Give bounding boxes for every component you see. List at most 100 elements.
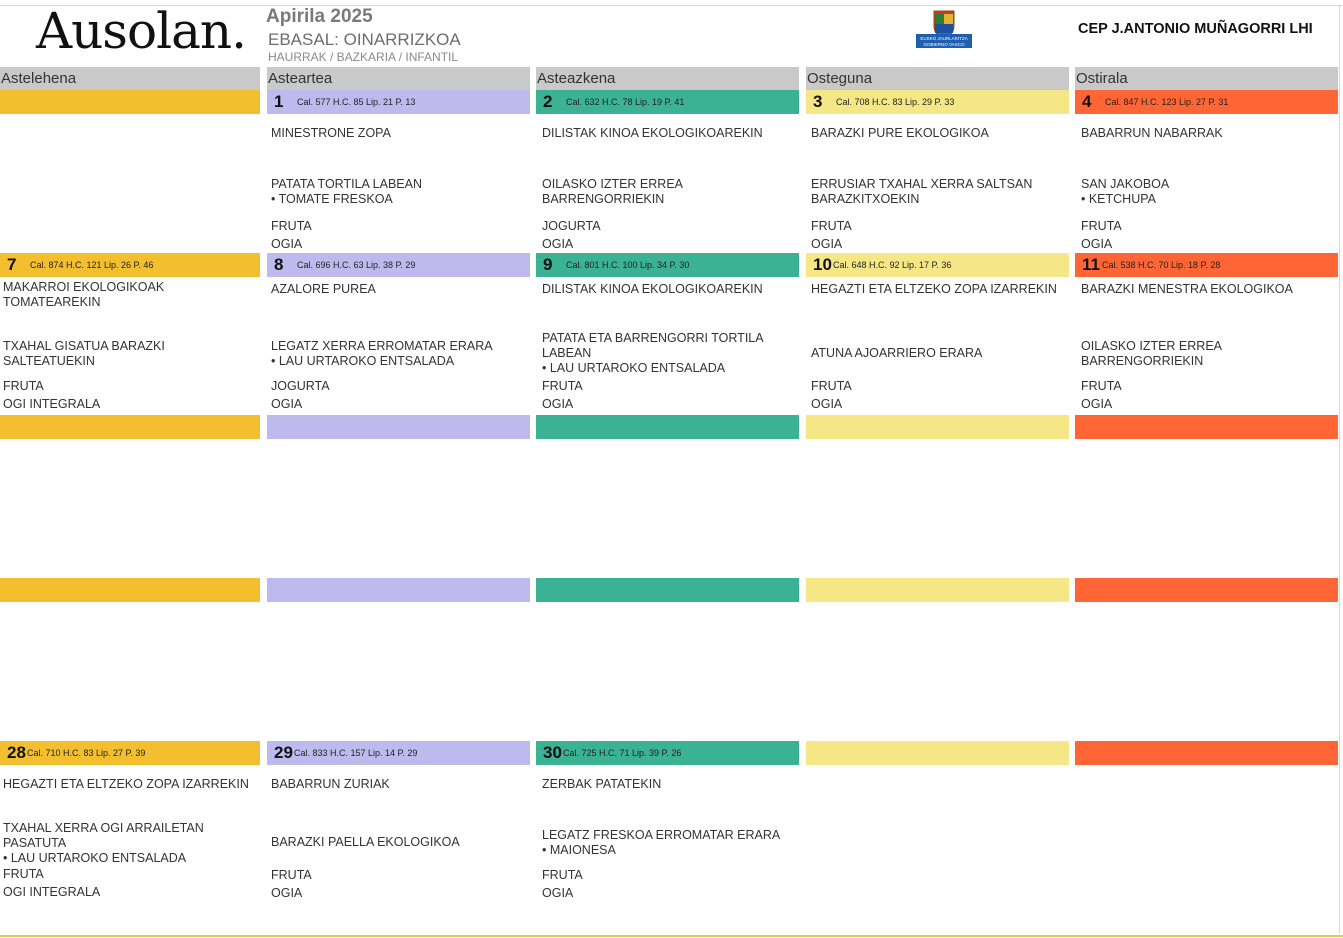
day-color-bar (267, 578, 530, 602)
bread: OGI INTEGRALA (3, 885, 101, 899)
bread: OGIA (271, 237, 303, 251)
day-color-bar (806, 578, 1069, 602)
day-number: 30 (543, 743, 562, 762)
first-course: TOMATEAREKIN (3, 295, 101, 309)
dessert: FRUTA (1081, 219, 1122, 233)
nutrition-info: Cal. 538 H.C. 70 Lip. 18 P. 28 (1102, 260, 1221, 270)
nutrition-info: Cal. 874 H.C. 121 Lip. 26 P. 46 (30, 260, 154, 270)
day-color-bar: 1 Cal. 577 H.C. 85 Lip. 21 P. 13 (267, 90, 530, 114)
second-course: OILASKO IZTER ERREA (1081, 339, 1223, 353)
menu-type: EBASAL: OINARRIZKOA (268, 30, 461, 49)
second-course: SAN JAKOBOA (1081, 177, 1170, 191)
dessert: FRUTA (271, 868, 312, 882)
ausolan-logo: Ausolan. (36, 2, 247, 60)
day-color-bar: 3 Cal. 708 H.C. 83 Lip. 29 P. 33 (806, 90, 1069, 114)
day-color-bar: 8 Cal. 696 H.C. 63 Lip. 38 P. 29 (267, 253, 530, 277)
dessert: FRUTA (811, 219, 852, 233)
bread: OGIA (542, 886, 574, 900)
basque-government-logo: EUSKO JAURLARITZA GOBIERNO VASCO (916, 10, 972, 48)
day-color-bar (1075, 415, 1338, 439)
first-course: BABARRUN ZURIAK (271, 777, 390, 791)
day-color-bar (536, 415, 799, 439)
day-color-bar (0, 90, 260, 114)
audience-label: HAURRAK / BAZKARIA / INFANTIL (268, 50, 459, 64)
nutrition-info: Cal. 696 H.C. 63 Lip. 38 P. 29 (297, 260, 416, 270)
nutrition-info: Cal. 708 H.C. 83 Lip. 29 P. 33 (836, 97, 955, 107)
dessert: FRUTA (3, 379, 44, 393)
day-color-bar: 2 Cal. 632 H.C. 78 Lip. 19 P. 41 (536, 90, 799, 114)
day-number: 29 (274, 743, 293, 762)
second-course: PASATUTA (3, 836, 67, 850)
dessert: FRUTA (271, 219, 312, 233)
dessert: FRUTA (3, 867, 44, 881)
second-course: BARAZKITXOEKIN (811, 192, 920, 206)
day-color-bar (536, 578, 799, 602)
second-course: • LAU URTAROKO ENTSALADA (271, 354, 455, 368)
first-course: BARAZKI MENESTRA EKOLOGIKOA (1081, 282, 1293, 296)
second-course: LABEAN (542, 346, 592, 360)
first-course: HEGAZTI ETA ELTZEKO ZOPA IZARREKIN (811, 282, 1057, 296)
bread: OGIA (1081, 397, 1113, 411)
first-course: AZALORE PUREA (271, 282, 376, 296)
day-color-bar: 9 Cal. 801 H.C. 100 Lip. 34 P. 30 (536, 253, 799, 277)
day-color-bar: 7 Cal. 874 H.C. 121 Lip. 26 P. 46 (0, 253, 260, 277)
day-number: 3 (813, 92, 823, 111)
second-course: PATATA TORTILA LABEAN (271, 177, 422, 191)
day-number: 11 (1082, 255, 1100, 274)
bread: OGIA (271, 886, 303, 900)
day-color-bar (1075, 741, 1338, 765)
bread: OGIA (811, 397, 843, 411)
day-color-bar (1075, 578, 1338, 602)
day-header-thursday: Osteguna (806, 67, 1069, 90)
day-color-bar (0, 415, 260, 439)
first-course: BABARRUN NABARRAK (1081, 126, 1223, 140)
day-number: 8 (274, 255, 284, 274)
second-course: ERRUSIAR TXAHAL XERRA SALTSAN (811, 177, 1033, 191)
day-number: 28 (7, 743, 26, 762)
day-header-monday: Astelehena (0, 67, 260, 90)
first-course: MAKARROI EKOLOGIKOAK (3, 280, 165, 294)
bread: OGIA (1081, 237, 1113, 251)
second-course: PATATA ETA BARRENGORRI TORTILA (542, 331, 764, 345)
bread: OGIA (811, 237, 843, 251)
day-color-bar: 4 Cal. 847 H.C. 123 Lip. 27 P. 31 (1075, 90, 1338, 114)
second-course: TXAHAL XERRA OGI ARRAILETAN (3, 821, 204, 835)
month-title: Apirila 2025 (266, 6, 373, 27)
day-color-bar: 28 Cal. 710 H.C. 83 Lip. 27 P. 39 (0, 741, 260, 765)
first-course: BARAZKI PURE EKOLOGIKOA (811, 126, 989, 140)
second-course: BARRENGORRIEKIN (1081, 354, 1204, 368)
nutrition-info: Cal. 725 H.C. 71 Lip. 39 P. 26 (563, 748, 682, 758)
nutrition-info: Cal. 847 H.C. 123 Lip. 27 P. 31 (1105, 97, 1229, 107)
top-rule (0, 5, 1343, 6)
day-number: 2 (543, 92, 553, 111)
nutrition-info: Cal. 577 H.C. 85 Lip. 21 P. 13 (297, 97, 416, 107)
day-number: 1 (274, 92, 284, 111)
second-course: BARRENGORRIEKIN (542, 192, 665, 206)
dessert: JOGURTA (271, 379, 330, 393)
second-course: • KETCHUPA (1081, 192, 1156, 206)
first-course: MINESTRONE ZOPA (271, 126, 391, 140)
second-course: OILASKO IZTER ERREA (542, 177, 684, 191)
first-course: DILISTAK KINOA EKOLOGIKOAREKIN (542, 282, 763, 296)
bread: OGIA (542, 397, 574, 411)
day-color-bar (806, 415, 1069, 439)
gov-logo-text-2: GOBIERNO VASCO (924, 42, 965, 47)
first-course: ZERBAK PATATEKIN (542, 777, 662, 791)
second-course: • MAIONESA (542, 843, 616, 857)
nutrition-info: Cal. 648 H.C. 92 Lip. 17 P. 36 (833, 260, 952, 270)
day-header-tuesday: Asteartea (267, 67, 530, 90)
day-number: 9 (543, 255, 553, 274)
first-course: DILISTAK KINOA EKOLOGIKOAREKIN (542, 126, 763, 140)
dessert: JOGURTA (542, 219, 601, 233)
second-course: SALTEATUEKIN (3, 354, 95, 368)
day-color-bar: 11 Cal. 538 H.C. 70 Lip. 18 P. 28 (1075, 253, 1338, 277)
dessert: FRUTA (811, 379, 852, 393)
day-color-bar: 10 Cal. 648 H.C. 92 Lip. 17 P. 36 (806, 253, 1069, 277)
day-number: 10 (813, 255, 832, 274)
second-course: LEGATZ XERRA ERROMATAR ERARA (271, 339, 493, 353)
right-rule (1339, 5, 1340, 933)
gov-logo-text-1: EUSKO JAURLARITZA (920, 36, 967, 41)
nutrition-info: Cal. 710 H.C. 83 Lip. 27 P. 39 (27, 748, 146, 758)
second-course: LEGATZ FRESKOA ERROMATAR ERARA (542, 828, 781, 842)
dessert: FRUTA (542, 379, 583, 393)
